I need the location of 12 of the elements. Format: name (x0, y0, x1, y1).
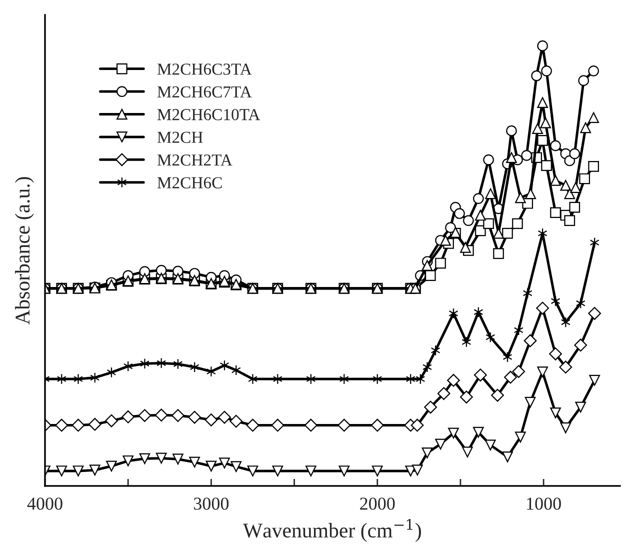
y-axis-title: Absorbance (a.u.) (14, 177, 34, 325)
x-axis-title: Wavenumber (cm$^{−1}$) (242, 518, 421, 542)
x-tick-label: 3000 (194, 498, 229, 510)
x-tick-label: 4000 (27, 498, 62, 510)
legend-label: M2CH6C3TA (157, 64, 252, 75)
legend-label: M2CH2TA (157, 154, 232, 166)
legend-label: M2CH6C10TA (157, 108, 260, 120)
x-tick-label: 2000 (360, 498, 395, 510)
legend-label: M2CH (157, 132, 203, 143)
legend-label: M2CH6C (157, 177, 222, 188)
legend-label: M2CH6C7TA (157, 86, 252, 98)
x-tick-label: 1000 (527, 498, 561, 510)
